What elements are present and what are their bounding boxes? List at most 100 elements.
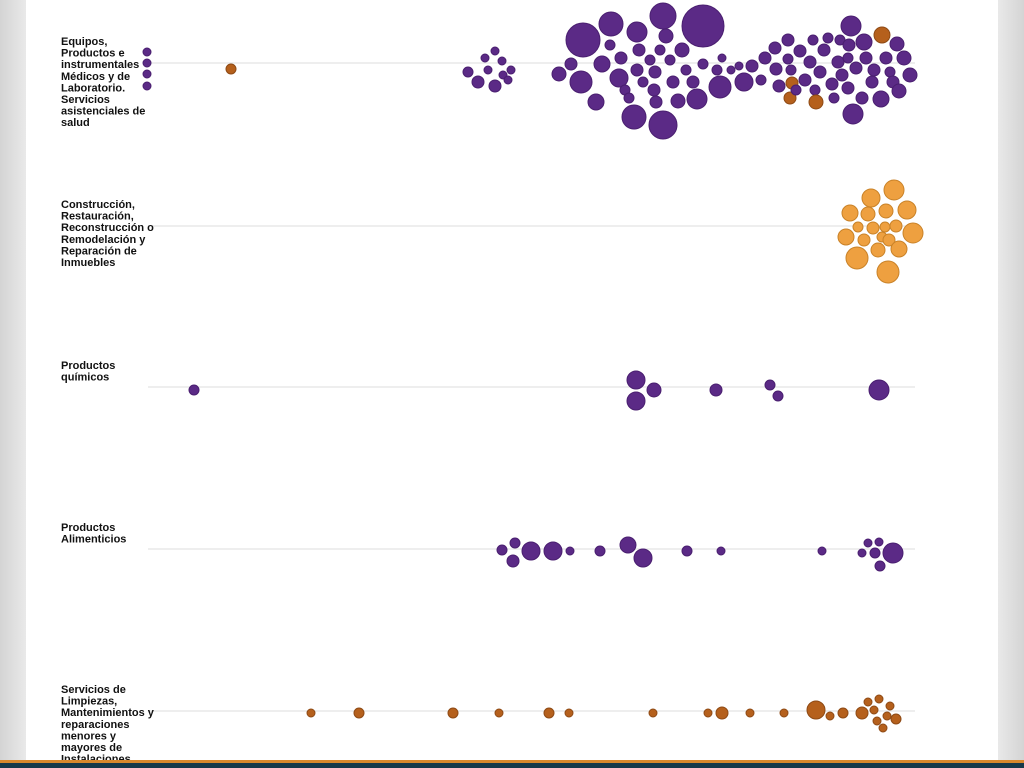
- category-label-line: Productos: [61, 360, 115, 372]
- bubble-point: [564, 708, 574, 718]
- footer-accent-bar: [0, 760, 1024, 768]
- bubble-point: [817, 546, 827, 556]
- bubble-point: [883, 179, 905, 201]
- bubble-point: [142, 69, 152, 79]
- bubble-point: [872, 716, 882, 726]
- bubble-point: [664, 54, 676, 66]
- bubble-point: [865, 75, 879, 89]
- bubble-point: [769, 62, 783, 76]
- bubble-point: [609, 68, 629, 88]
- bubble-point: [835, 68, 849, 82]
- bubble-point: [863, 538, 873, 548]
- bubble-point: [647, 83, 661, 97]
- category-label: Productos químicos: [61, 360, 115, 384]
- bubble-point: [772, 390, 784, 402]
- bubble-point: [142, 81, 152, 91]
- bubble-point: [897, 200, 917, 220]
- bubble-point: [621, 104, 647, 130]
- bubble-point: [842, 103, 864, 125]
- slide-canvas: [26, 0, 998, 762]
- bubble-point: [803, 55, 817, 69]
- category-label-line: Inmuebles: [61, 257, 115, 269]
- category-label-line: salud: [61, 117, 90, 129]
- category-row-4: Servicios de Limpiezas, Mantenimientos y re…: [61, 684, 915, 766]
- bubble-point: [822, 32, 834, 44]
- bubble-point: [564, 57, 578, 71]
- bubble-point: [649, 95, 663, 109]
- bubble-point: [842, 52, 854, 64]
- bubble-point: [868, 379, 890, 401]
- bubble-point: [808, 94, 824, 110]
- bubble-point: [716, 546, 726, 556]
- bubble-point: [686, 88, 708, 110]
- bubble-point: [882, 542, 904, 564]
- bubble-point: [598, 11, 624, 37]
- bubble-point: [855, 33, 873, 51]
- bubble-point: [626, 391, 646, 411]
- bubble-point: [837, 707, 849, 719]
- bubble-point: [768, 41, 782, 55]
- category-label-line: Laboratorio.: [61, 82, 125, 94]
- bubble-point: [142, 58, 152, 68]
- bubble-point: [697, 58, 709, 70]
- bubble-point: [817, 43, 831, 57]
- bubble-point: [809, 84, 821, 96]
- bubble-point: [837, 228, 855, 246]
- bubble-point: [630, 63, 644, 77]
- bubble-point: [872, 90, 890, 108]
- bubble-point: [637, 76, 649, 88]
- bubble-point: [852, 221, 864, 233]
- bubble-point: [225, 63, 237, 75]
- bubble-point: [604, 39, 616, 51]
- bubble-point: [831, 55, 845, 69]
- bubble-point: [860, 206, 876, 222]
- bubble-point: [867, 63, 881, 77]
- bubble-point: [825, 711, 835, 721]
- bubble-point: [490, 46, 500, 56]
- bubble-point: [849, 61, 863, 75]
- bubble-point: [764, 379, 776, 391]
- bubble-point: [878, 723, 888, 733]
- bubble-point: [654, 44, 666, 56]
- bubble-point: [902, 67, 918, 83]
- bubble-point: [551, 66, 567, 82]
- bubble-point: [828, 92, 840, 104]
- bubble-point: [646, 382, 662, 398]
- bubble-point: [902, 222, 924, 244]
- category-label-line: Productos: [61, 522, 115, 534]
- category-label-line: Limpiezas,: [61, 696, 117, 708]
- bubble-point: [890, 713, 902, 725]
- category-label-line: Alimenticios: [61, 534, 126, 546]
- bubble-point: [870, 242, 886, 258]
- category-label-line: Mantenimientos y: [61, 707, 155, 719]
- bubble-point: [873, 26, 891, 44]
- bubble-point: [649, 2, 677, 30]
- bubble-point: [874, 537, 884, 547]
- bubble-point: [626, 21, 648, 43]
- category-label-line: Remodelación y: [61, 234, 146, 246]
- bubble-point: [462, 66, 474, 78]
- bubble-point: [785, 64, 797, 76]
- category-label-line: Médicos y de: [61, 71, 130, 83]
- category-label-line: asistenciales de: [61, 106, 145, 118]
- bubble-point: [623, 92, 635, 104]
- bubble-point: [497, 56, 507, 66]
- bubble-point: [884, 66, 896, 78]
- category-label-line: Restauración,: [61, 211, 134, 223]
- bubble-point: [882, 233, 896, 247]
- bubble-point: [782, 53, 794, 65]
- bubble-point: [658, 28, 674, 44]
- bubble-point: [633, 548, 653, 568]
- bubble-point: [506, 65, 516, 75]
- bubble-point: [471, 75, 485, 89]
- bubble-point: [680, 64, 692, 76]
- bubble-point: [565, 22, 601, 58]
- category-label: Servicios de Limpiezas, Mantenimientos y re…: [61, 684, 155, 766]
- bubble-point: [686, 75, 700, 89]
- bubble-point: [857, 233, 871, 247]
- category-row-0: Equipos, Productos e instrumentales Médicos…: [61, 2, 918, 140]
- bubble-point: [889, 219, 903, 233]
- bubble-point: [708, 75, 732, 99]
- bubble-point: [758, 51, 772, 65]
